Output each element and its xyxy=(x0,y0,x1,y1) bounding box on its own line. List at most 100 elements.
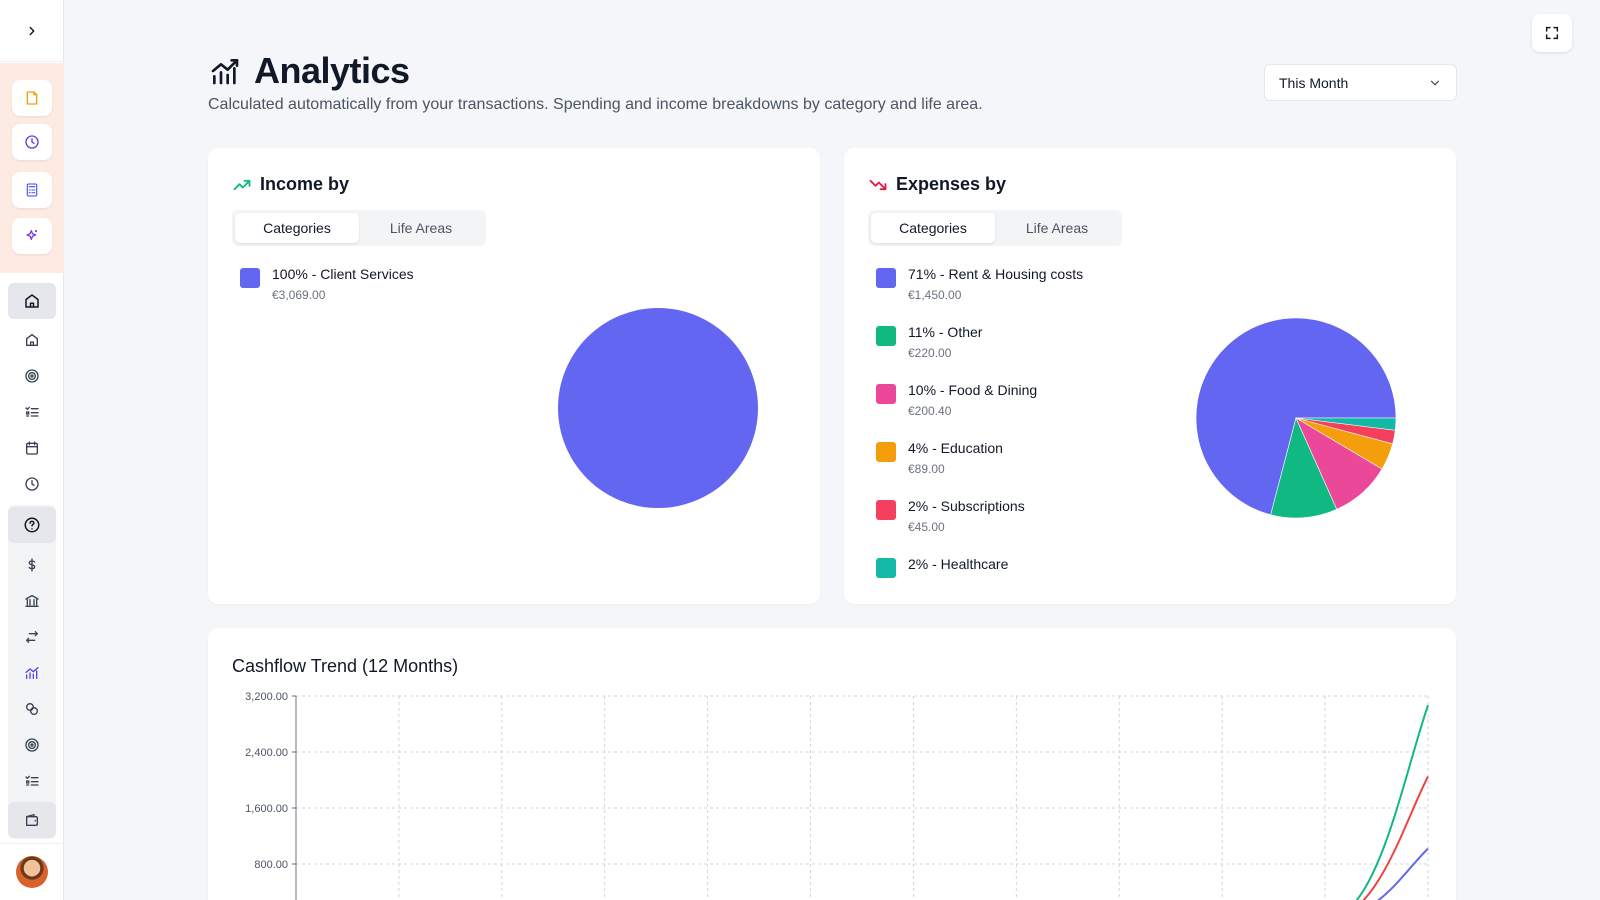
legend-amount: €89.00 xyxy=(908,462,945,476)
nav-savings-goals[interactable] xyxy=(8,727,56,763)
target-icon xyxy=(25,369,39,383)
chevron-right-icon xyxy=(29,26,35,35)
legend-swatch xyxy=(876,268,896,288)
document-icon xyxy=(26,91,38,105)
expenses-tab-life-areas[interactable]: Life Areas xyxy=(1025,220,1089,236)
nav-calendar[interactable] xyxy=(8,430,56,466)
page-header: Analytics xyxy=(208,50,410,92)
income-card-title: Income by xyxy=(260,174,350,194)
sidebar-divider xyxy=(0,843,64,844)
quick-time-button[interactable] xyxy=(12,124,52,160)
legend-swatch xyxy=(240,268,260,288)
coins-icon xyxy=(26,703,38,715)
legend-swatch xyxy=(876,384,896,404)
expenses-pie-chart xyxy=(1196,318,1396,518)
trending-down-icon xyxy=(869,179,887,190)
legend-label: 100% - Client Services xyxy=(272,266,414,282)
transfer-icon xyxy=(26,631,38,643)
pie-slice[interactable] xyxy=(1196,318,1396,516)
pie-slice[interactable] xyxy=(1270,417,1338,518)
legend-label: 4% - Education xyxy=(908,440,1003,456)
fullscreen-icon xyxy=(1545,26,1559,40)
pie-slice[interactable] xyxy=(558,308,758,508)
wallet-icon xyxy=(26,814,38,826)
nav-goals[interactable] xyxy=(8,358,56,394)
legend-amount: €200.40 xyxy=(908,404,952,418)
legend-amount: €45.00 xyxy=(908,520,945,534)
clock-icon xyxy=(25,477,39,491)
legend-swatch xyxy=(876,500,896,520)
home-icon xyxy=(26,334,38,346)
legend-swatch xyxy=(876,558,896,578)
nav-accounts[interactable] xyxy=(8,583,56,619)
expenses-view-toggle: Categories Life Areas xyxy=(868,210,1122,246)
legend-label: 2% - Healthcare xyxy=(908,556,1009,572)
help-circle-icon xyxy=(24,517,40,533)
quick-calculator-button[interactable] xyxy=(12,172,52,208)
expenses-tab-categories[interactable]: Categories xyxy=(871,213,995,243)
fullscreen-button[interactable] xyxy=(1532,14,1572,52)
sidebar-toggle-button[interactable] xyxy=(0,0,64,62)
nav-tasks[interactable] xyxy=(8,394,56,430)
legend-swatch xyxy=(876,442,896,462)
income-tab-life-areas[interactable]: Life Areas xyxy=(389,220,453,236)
legend-label: 10% - Food & Dining xyxy=(908,382,1038,398)
nav-dashboard[interactable] xyxy=(8,283,56,319)
legend-label: 71% - Rent & Housing costs xyxy=(908,266,1084,282)
series-line xyxy=(1362,776,1429,900)
legend-swatch xyxy=(876,326,896,346)
chart-icon xyxy=(25,667,39,679)
legend-amount: €220.00 xyxy=(908,346,952,360)
nav-finance[interactable] xyxy=(8,547,56,583)
quick-note-button[interactable] xyxy=(12,80,52,116)
nav-transactions[interactable] xyxy=(8,619,56,655)
expenses-card-title: Expenses by xyxy=(896,174,1007,194)
dollar-icon xyxy=(28,558,36,572)
nav-bills[interactable] xyxy=(8,763,56,799)
page-title: Analytics xyxy=(254,50,410,91)
list-check-icon xyxy=(25,775,39,786)
nav-analytics[interactable] xyxy=(8,655,56,691)
home-icon xyxy=(25,294,39,308)
legend-label: 11% - Other xyxy=(908,324,983,340)
income-tab-categories[interactable]: Categories xyxy=(235,213,359,243)
legend-amount: €1,450.00 xyxy=(908,288,962,302)
income-view-toggle: Categories Life Areas xyxy=(232,210,486,246)
income-card-header: Income by xyxy=(232,174,349,195)
y-tick-label: 2,400.00 xyxy=(245,747,288,759)
y-tick-label: 800.00 xyxy=(254,859,288,871)
income-pie-chart xyxy=(558,308,758,508)
y-tick-label: 1,600.00 xyxy=(245,803,288,815)
quick-ai-button[interactable] xyxy=(12,218,52,254)
expenses-card: Expenses by Categories Life Areas 71% - … xyxy=(844,148,1456,604)
cashflow-card: Cashflow Trend (12 Months) 3,200.00 2,400… xyxy=(208,628,1456,900)
legend-amount: €3,069.00 xyxy=(272,288,326,302)
income-card: Income by Categories Life Areas 100% - C… xyxy=(208,148,820,604)
sparkle-icon xyxy=(26,230,37,240)
sidebar xyxy=(0,0,64,900)
nav-budgets[interactable] xyxy=(8,691,56,727)
expenses-card-header: Expenses by xyxy=(868,174,1006,195)
list-check-icon xyxy=(25,406,39,417)
chevron-down-icon xyxy=(1430,80,1440,86)
nav-time[interactable] xyxy=(8,466,56,502)
cashflow-line-chart: 3,200.00 2,400.00 1,600.00 800.00 xyxy=(245,691,1429,900)
trending-up-icon xyxy=(233,179,251,190)
calculator-icon xyxy=(26,183,38,197)
page-subtitle: Calculated automatically from your trans… xyxy=(208,96,983,113)
nav-home[interactable] xyxy=(8,322,56,358)
target-icon xyxy=(25,738,39,752)
nav-help[interactable] xyxy=(8,507,56,543)
period-select[interactable]: This Month xyxy=(1264,64,1457,101)
calendar-icon xyxy=(26,441,38,455)
clock-icon xyxy=(25,135,39,149)
series-line xyxy=(1355,704,1429,900)
user-avatar[interactable] xyxy=(16,856,48,888)
nav-wallet[interactable] xyxy=(8,802,56,838)
analytics-chart-icon xyxy=(211,59,239,85)
series-line xyxy=(1377,847,1429,900)
quick-actions-panel xyxy=(0,63,64,273)
bank-icon xyxy=(25,594,39,607)
period-select-value: This Month xyxy=(1279,74,1349,91)
y-tick-label: 3,200.00 xyxy=(245,691,288,703)
